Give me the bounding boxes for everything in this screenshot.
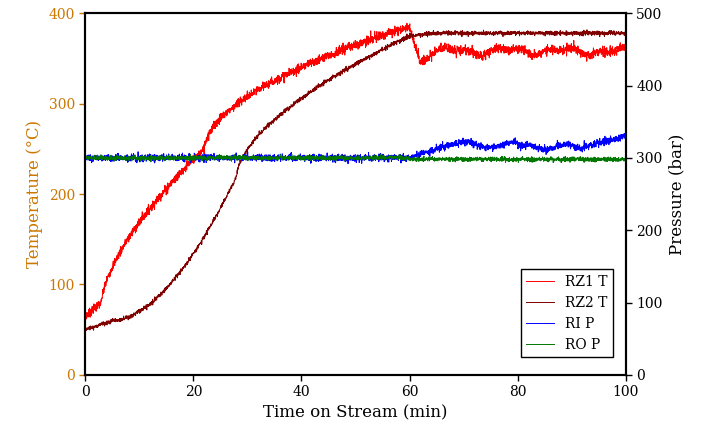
Line: RZ2 T: RZ2 T (85, 30, 626, 331)
Y-axis label: Pressure (bar): Pressure (bar) (668, 133, 685, 255)
RZ1 T (82, 316, 91, 321)
RZ2 T (611, 33, 620, 38)
RZ1 T (289, 69, 297, 75)
RZ1 T (611, 47, 620, 52)
RO P (143, 155, 151, 161)
RZ1 T (81, 310, 90, 315)
RI P (620, 131, 629, 136)
RO P (186, 152, 195, 157)
RZ1 T (402, 21, 411, 26)
RZ1 T (312, 56, 321, 61)
RI P (311, 155, 320, 160)
RI P (621, 134, 630, 139)
RO P (175, 155, 183, 160)
RZ1 T (143, 211, 151, 216)
RZ2 T (289, 104, 297, 109)
RI P (175, 155, 183, 160)
Line: RZ1 T: RZ1 T (85, 23, 626, 319)
RO P (81, 157, 90, 162)
RZ1 T (175, 168, 183, 173)
RZ2 T (143, 303, 151, 308)
Legend: RZ1 T, RZ2 T, RI P, RO P: RZ1 T, RZ2 T, RI P, RO P (521, 269, 614, 357)
RI P (552, 144, 561, 149)
RZ2 T (583, 27, 592, 32)
RO P (621, 157, 630, 162)
RI P (343, 161, 352, 166)
RO P (312, 154, 321, 160)
RO P (552, 157, 561, 162)
RZ2 T (175, 269, 183, 275)
RZ1 T (621, 44, 630, 49)
Line: RI P: RI P (85, 134, 626, 164)
RI P (81, 157, 90, 162)
RI P (288, 159, 296, 164)
Line: RO P: RO P (85, 154, 626, 163)
RO P (289, 157, 297, 162)
RZ2 T (621, 29, 630, 34)
RO P (611, 159, 620, 164)
RZ2 T (312, 83, 321, 89)
RI P (143, 157, 151, 162)
RZ2 T (552, 32, 561, 37)
RO P (557, 160, 565, 165)
X-axis label: Time on Stream (min): Time on Stream (min) (263, 405, 448, 422)
RZ2 T (82, 328, 90, 333)
RZ2 T (81, 325, 90, 330)
RZ1 T (553, 51, 562, 56)
Y-axis label: Temperature (°C): Temperature (°C) (26, 120, 43, 268)
RI P (611, 134, 619, 139)
